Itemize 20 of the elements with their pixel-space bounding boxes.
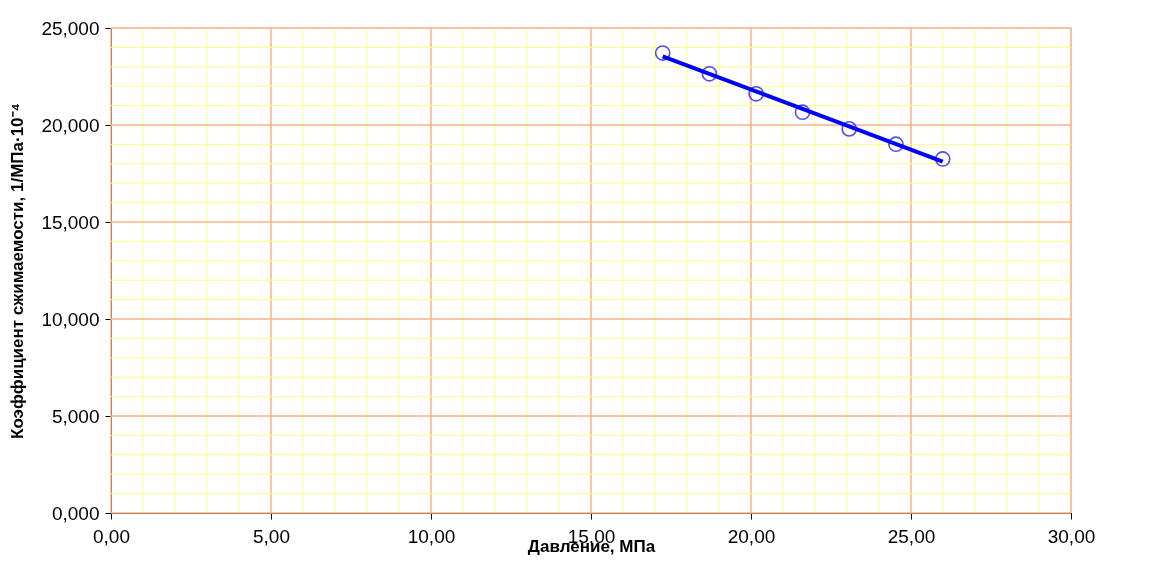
- x-tick-label: 30,00: [1047, 525, 1096, 547]
- y-tick-label: 5,000: [51, 405, 100, 427]
- y-tick-label: 15,000: [41, 211, 100, 233]
- x-tick-label: 10,00: [407, 525, 456, 547]
- x-tick-label: 25,00: [887, 525, 936, 547]
- point: [748, 85, 764, 102]
- y-axis-title: Коэффициент сжимаемости, 1/МПа·10⁻⁴: [8, 103, 28, 439]
- y-tick-label: 0,000: [51, 502, 100, 524]
- y-tick-label: 10,000: [41, 308, 100, 330]
- x-tick-label: 5,00: [253, 525, 290, 547]
- x-tick-label: 20,00: [727, 525, 776, 547]
- point: [701, 65, 718, 82]
- point: [654, 45, 671, 61]
- x-tick-label: 0,00: [93, 525, 130, 547]
- point: [841, 121, 858, 137]
- y-tick-label: 25,000: [41, 17, 100, 39]
- point: [794, 104, 811, 121]
- point: [888, 136, 904, 153]
- y-tick-label: 20,000: [41, 114, 100, 136]
- point: [934, 151, 951, 167]
